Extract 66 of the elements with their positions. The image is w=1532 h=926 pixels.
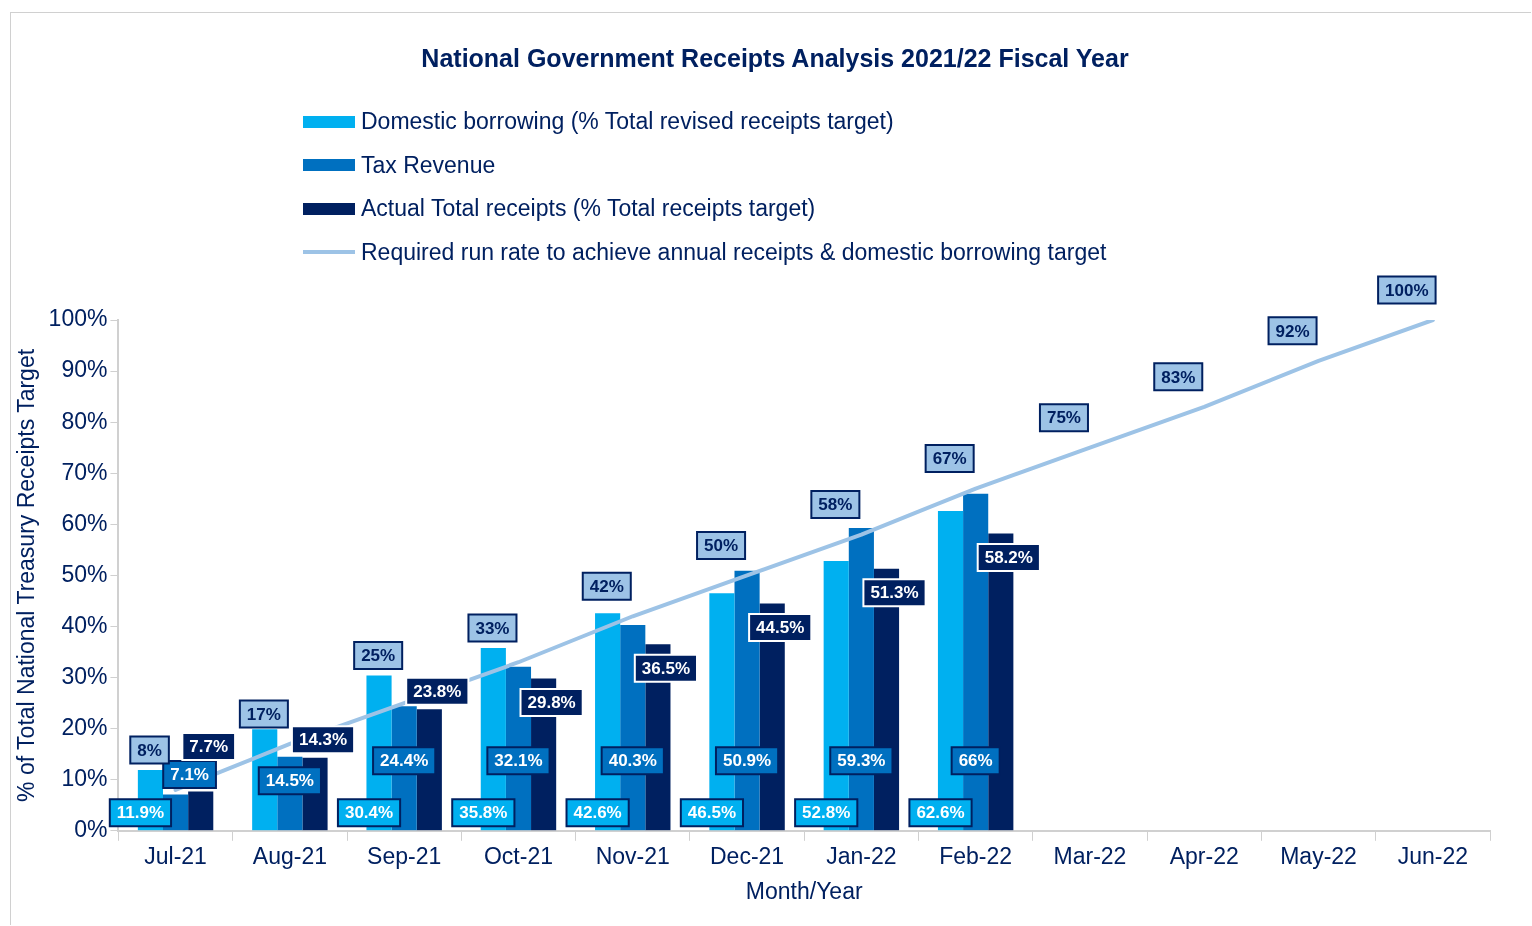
x-tick-label: Jan-22 bbox=[826, 842, 897, 869]
y-axis-title: % of Total National Treasury Receipts Target bbox=[13, 348, 40, 802]
data-label: 7.7% bbox=[189, 737, 229, 757]
x-tick-label: May-22 bbox=[1280, 842, 1357, 869]
data-label: 58% bbox=[818, 495, 853, 515]
data-label: 75% bbox=[1046, 408, 1081, 428]
bar bbox=[188, 791, 214, 831]
data-label: 35.8% bbox=[459, 803, 508, 823]
y-tick-label: 50% bbox=[61, 560, 108, 587]
data-label: 14.3% bbox=[298, 730, 348, 750]
x-tick-label: Mar-22 bbox=[1053, 842, 1127, 869]
data-label: 52.8% bbox=[802, 803, 851, 823]
data-label: 24.4% bbox=[380, 751, 429, 771]
data-label: 23.8% bbox=[413, 681, 462, 701]
y-tick-label: 100% bbox=[48, 305, 108, 332]
data-label: 92% bbox=[1275, 321, 1310, 341]
y-tick-label: 30% bbox=[61, 662, 108, 689]
y-tick-label: 90% bbox=[61, 356, 108, 383]
legend-label: Actual Total receipts (% Total receipts target) bbox=[361, 195, 816, 223]
data-label: 42.6% bbox=[573, 803, 622, 823]
data-label: 83% bbox=[1161, 367, 1196, 387]
data-label: 7.1% bbox=[170, 765, 209, 785]
x-tick-label: Dec-21 bbox=[709, 842, 785, 869]
data-label: 29.8% bbox=[527, 693, 576, 713]
legend-label: Tax Revenue bbox=[361, 151, 496, 179]
data-label: 40.3% bbox=[608, 751, 657, 771]
x-tick-label: Nov-21 bbox=[595, 842, 670, 869]
data-label: 46.5% bbox=[687, 803, 737, 823]
data-label: 58.2% bbox=[984, 548, 1033, 568]
data-label: 33% bbox=[475, 618, 510, 638]
y-tick-label: 10% bbox=[61, 765, 108, 792]
data-label: 59.3% bbox=[837, 751, 886, 771]
data-label: 67% bbox=[932, 449, 967, 469]
data-label: 25% bbox=[361, 646, 396, 666]
x-tick-label: Aug-21 bbox=[252, 842, 327, 869]
x-tick-label: Feb-22 bbox=[939, 842, 1013, 869]
data-label: 11.9% bbox=[116, 803, 165, 823]
x-tick-label: Jun-22 bbox=[1397, 842, 1469, 869]
x-tick-label: Apr-22 bbox=[1169, 842, 1239, 869]
data-label: 36.5% bbox=[641, 659, 691, 679]
x-tick-label: Jul-21 bbox=[144, 842, 207, 869]
data-label: 8% bbox=[137, 740, 162, 760]
x-tick-label: Sep-21 bbox=[367, 842, 442, 869]
y-tick-label: 60% bbox=[61, 509, 108, 536]
y-tick-label: 70% bbox=[61, 458, 108, 485]
data-label: 62.6% bbox=[916, 803, 965, 823]
x-tick-label: Oct-21 bbox=[483, 842, 553, 869]
data-label: 32.1% bbox=[494, 751, 543, 771]
legend-label: Domestic borrowing (% Total revised receipts target) bbox=[361, 108, 894, 136]
data-label: 44.5% bbox=[756, 618, 805, 638]
data-label: 50% bbox=[704, 536, 739, 556]
x-axis-title: Month/Year bbox=[745, 877, 863, 904]
data-label: 100% bbox=[1385, 280, 1429, 300]
data-label: 51.3% bbox=[870, 583, 919, 603]
data-label: 50.9% bbox=[722, 751, 772, 771]
data-label: 66% bbox=[958, 751, 993, 771]
data-label: 42% bbox=[589, 576, 624, 596]
chart-title: National Government Receipts Analysis 2021/22 Fiscal Year bbox=[420, 44, 1130, 73]
data-label: 30.4% bbox=[344, 803, 394, 823]
y-tick-label: 0% bbox=[74, 816, 108, 843]
y-tick-label: 40% bbox=[61, 611, 108, 638]
data-label: 14.5% bbox=[265, 771, 314, 791]
y-tick-label: 80% bbox=[61, 407, 108, 434]
data-label: 17% bbox=[246, 704, 281, 724]
y-tick-label: 20% bbox=[61, 713, 108, 740]
legend-label: Required run rate to achieve annual receipts & domestic borrowing target bbox=[361, 238, 1107, 266]
